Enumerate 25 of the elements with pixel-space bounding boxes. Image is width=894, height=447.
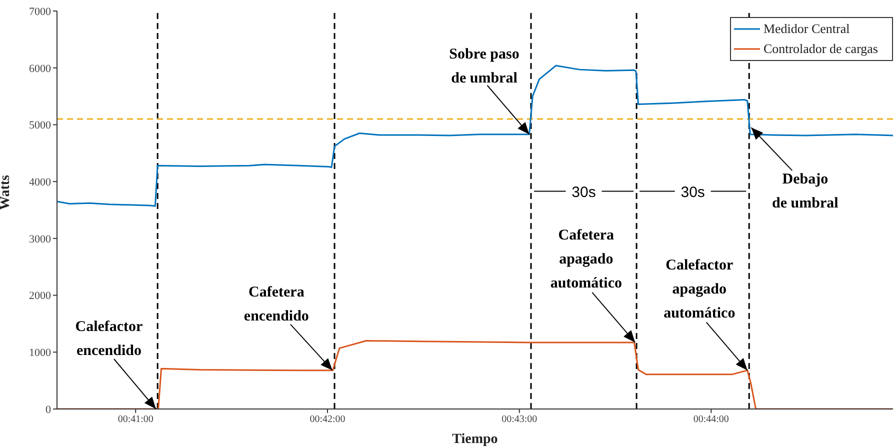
legend-label: Controlador de cargas	[763, 40, 878, 58]
x-axis-title: Tiempo	[452, 432, 498, 447]
y-tick-label: 4000	[29, 176, 52, 188]
y-axis-title: Watts	[0, 174, 13, 210]
annotation: Calefactor encendido	[75, 319, 144, 359]
y-tick-label: 0	[46, 404, 52, 416]
line-series	[57, 64, 893, 207]
y-tick-label: 7000	[29, 6, 52, 18]
annotation: Cafetera encendido	[244, 284, 309, 324]
y-tick-label: 3000	[29, 233, 52, 246]
x-tick-label: 00:44:00	[693, 414, 729, 426]
annotation: 30s	[680, 184, 705, 202]
y-tick-label: 6000	[29, 62, 52, 75]
x-tick-label: 00:43:00	[502, 414, 538, 426]
annotation: Cafetera apagado automático	[550, 227, 622, 292]
y-tick-label: 1000	[29, 347, 52, 360]
legend-label: Medidor Central	[763, 20, 850, 38]
annotation: Calefactor apagado automático	[664, 257, 736, 322]
annotation: Sobre paso de umbral	[449, 46, 520, 86]
x-tick-label: 00:42:00	[310, 414, 346, 426]
y-tick-label: 5000	[29, 120, 52, 132]
x-tick-label: 00:41:00	[118, 414, 154, 426]
y-tick-label: 2000	[29, 290, 52, 302]
annotation: 30s	[572, 184, 596, 202]
annotation: Debajo de umbral	[772, 172, 838, 212]
